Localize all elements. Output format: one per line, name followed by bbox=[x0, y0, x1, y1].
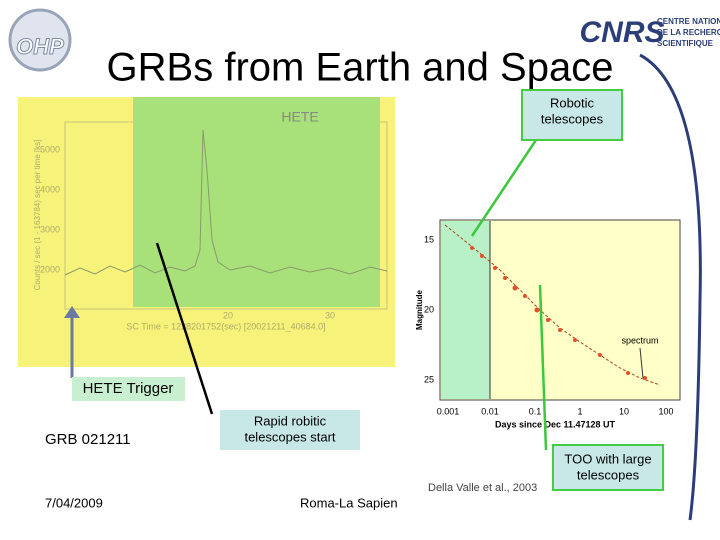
footer-venue: Roma-La Sapien bbox=[300, 495, 398, 510]
annotation-arrow bbox=[639, 347, 644, 379]
y-axis-label: Magnitude bbox=[415, 289, 424, 330]
cnrs-text: CNRS bbox=[579, 16, 664, 49]
y-tick-label: 4000 bbox=[40, 184, 60, 194]
cnrs-line: DE LA RECHERCHE bbox=[657, 28, 720, 37]
ohp-text: OHP bbox=[16, 34, 64, 59]
y-axis-label: Counts / sec (1 - 163784) sec per time [… bbox=[33, 140, 42, 291]
plot-label: HETE bbox=[281, 109, 318, 125]
grb-label: GRB 021211 bbox=[45, 431, 131, 448]
x-tick-label: 30 bbox=[325, 310, 335, 320]
x-axis-label: SC Time = 1228201752(sec) [20021211_4068… bbox=[126, 321, 325, 331]
data-points bbox=[470, 246, 647, 380]
x-tick-label: 10 bbox=[619, 406, 629, 416]
citation: Della Valle et al., 2003 bbox=[428, 482, 537, 494]
x-tick-label: 0.001 bbox=[437, 406, 460, 416]
y-tick-label: 5000 bbox=[40, 144, 60, 154]
x-tick-label: 1 bbox=[577, 406, 582, 416]
connector bbox=[538, 284, 548, 451]
x-tick-label: 20 bbox=[223, 310, 233, 320]
connector bbox=[155, 242, 214, 415]
callout-text: telescopes start bbox=[244, 429, 335, 444]
x-tick-label: 0.1 bbox=[529, 406, 542, 416]
x-axis-label: Days since Dec 11.47128 UT bbox=[495, 419, 616, 429]
x-tick-label: 100 bbox=[658, 406, 673, 416]
robotic-callout: Robotic telescopes bbox=[521, 89, 623, 141]
y-tick-label: 15 bbox=[424, 234, 434, 244]
y-tick-label: 25 bbox=[424, 374, 434, 384]
callout-text: Robotic bbox=[550, 95, 595, 110]
cnrs-line: CENTRE NATIONAL bbox=[657, 17, 720, 26]
hete-trigger-callout: HETE Trigger bbox=[72, 377, 185, 401]
callout-text: telescopes bbox=[577, 467, 640, 482]
highlight-region bbox=[133, 97, 380, 307]
callout-text: HETE Trigger bbox=[83, 380, 174, 397]
footer-date: 7/04/2009 bbox=[45, 495, 103, 510]
arrow-head bbox=[64, 306, 80, 318]
too-callout: TOO with large telescopes bbox=[552, 444, 664, 491]
callout-text: TOO with large bbox=[564, 451, 651, 466]
slide-title: GRBs from Earth and Space bbox=[107, 46, 614, 90]
y-tick-label: 3000 bbox=[40, 224, 60, 234]
annotation: spectrum bbox=[621, 335, 658, 345]
cnrs-logo: CNRS CENTRE NATIONAL DE LA RECHERCHE SCI… bbox=[579, 16, 720, 49]
cnrs-line: SCIENTIFIQUE bbox=[657, 39, 714, 48]
y-tick-label: 2000 bbox=[40, 264, 60, 274]
ohp-logo: OHP bbox=[8, 8, 72, 72]
y-tick-label: 20 bbox=[424, 304, 434, 314]
highlight-region bbox=[441, 221, 490, 399]
optical-plot: 15 20 25 0.001 0.01 0.1 1 10 100 Days si… bbox=[415, 219, 681, 429]
light-curve bbox=[64, 129, 388, 276]
callout-text: Rapid robitic bbox=[254, 413, 327, 428]
x-tick-label: 0.01 bbox=[481, 406, 499, 416]
callout-text: telescopes bbox=[541, 111, 604, 126]
rapid-callout: Rapid robitic telescopes start bbox=[220, 410, 360, 450]
decoration-curve bbox=[639, 53, 702, 521]
connector bbox=[470, 139, 538, 237]
hete-plot: 5000 4000 3000 2000 20 30 SC Time = 1228… bbox=[18, 97, 395, 367]
